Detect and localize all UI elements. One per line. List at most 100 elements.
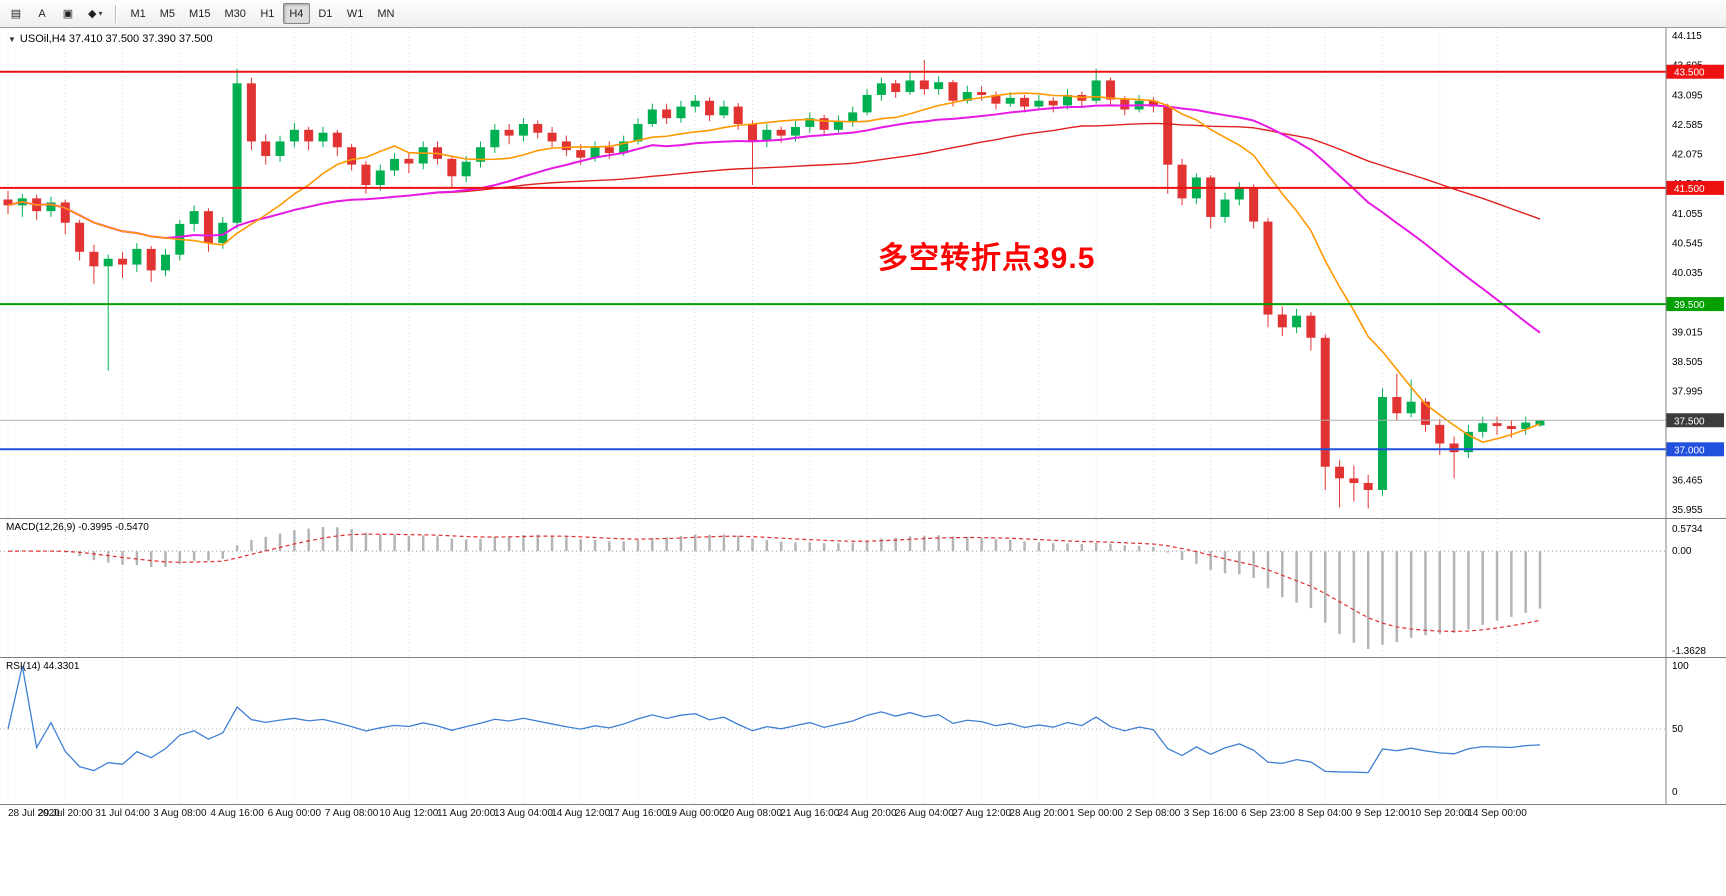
- candle-body: [790, 126, 800, 136]
- shapes-tool-button[interactable]: ◆ ▾: [82, 3, 108, 24]
- timeframe-m15-button[interactable]: M15: [183, 3, 216, 24]
- ma-mid-line: [7, 104, 1541, 334]
- candle-body: [1320, 337, 1330, 467]
- candle-body: [89, 251, 99, 267]
- candle-body: [1120, 99, 1130, 110]
- candle-body: [475, 147, 485, 162]
- time-label: 11 Aug 20:00: [437, 808, 496, 819]
- candle-body: [819, 118, 829, 130]
- candle-body: [633, 124, 643, 142]
- candle-body: [1263, 221, 1273, 315]
- candle-body: [1220, 199, 1230, 217]
- candle-body: [1378, 397, 1388, 490]
- candle-body: [905, 80, 915, 93]
- time-label: 28 Jul 2020: [8, 808, 60, 819]
- macd-axis-min: -1.3628: [1672, 646, 1706, 657]
- level-tag-37.000: [1666, 442, 1724, 457]
- candle-body: [232, 83, 242, 223]
- candle-body: [948, 82, 958, 101]
- candle-body: [1277, 314, 1287, 328]
- candle-body: [1463, 431, 1473, 453]
- text-label-tool-button[interactable]: ▣: [56, 3, 80, 24]
- macd-histogram: [21, 527, 1542, 649]
- dropdown-icon: ▼: [8, 34, 16, 44]
- macd-chart[interactable]: 0.5734 0.00 -1.3628: [0, 519, 1726, 657]
- price-axis-label: 42.585: [1672, 120, 1703, 131]
- candle-body: [1206, 177, 1216, 217]
- rsi-panel: 100 50 0 RSI(14) 44.3301: [0, 657, 1726, 804]
- candle-body: [490, 129, 500, 148]
- candle-body: [1177, 164, 1187, 199]
- candle-body: [1492, 423, 1502, 427]
- candle-body: [604, 147, 614, 154]
- shapes-tool-icon: ◆: [88, 8, 97, 20]
- candle-body: [1535, 420, 1545, 426]
- candle-body: [1420, 401, 1430, 425]
- candle-body: [118, 258, 128, 265]
- time-label: 7 Aug 08:00: [324, 808, 379, 819]
- ma-fast-line: [7, 92, 1541, 443]
- candle-body: [1148, 100, 1158, 107]
- price-axis-label: 39.015: [1672, 327, 1703, 338]
- candle-body: [805, 118, 815, 127]
- timeframe-h1-button[interactable]: H1: [254, 3, 281, 24]
- candle-body: [977, 92, 987, 95]
- symbol-info[interactable]: ▼ USOil,H4 37.410 37.500 37.390 37.500: [8, 33, 213, 45]
- candle-body: [418, 147, 428, 164]
- chart-annotation: 多空转折点39.5: [878, 242, 1096, 275]
- bid-price-tag: [1666, 413, 1724, 428]
- rsi-axis-0: 0: [1672, 787, 1678, 798]
- candle-body: [1449, 443, 1459, 453]
- chart-bars-tool-button[interactable]: ▤: [4, 3, 28, 24]
- candle-body: [1048, 100, 1058, 106]
- timeframe-d1-button[interactable]: D1: [312, 3, 339, 24]
- candle-body: [561, 141, 571, 151]
- candle-body: [1349, 478, 1359, 483]
- price-axis-label: 43.095: [1672, 90, 1703, 101]
- candle-body: [60, 202, 70, 223]
- time-label: 13 Aug 04:00: [493, 808, 553, 819]
- timeframe-w1-button[interactable]: W1: [341, 3, 370, 24]
- level-tag-41.500: [1666, 180, 1724, 195]
- dropdown-caret-icon: ▾: [98, 9, 103, 18]
- timeframe-m30-button[interactable]: M30: [218, 3, 251, 24]
- time-label: 17 Aug 16:00: [608, 808, 668, 819]
- text-tool-button[interactable]: A: [30, 3, 54, 24]
- candle-body: [1506, 426, 1516, 429]
- timeframe-m5-button[interactable]: M5: [154, 3, 181, 24]
- candle-body: [390, 158, 400, 171]
- candle-body: [404, 158, 414, 164]
- candle-body: [3, 199, 13, 206]
- candle-body: [332, 132, 342, 148]
- time-label: 28 Aug 20:00: [1009, 808, 1069, 819]
- timeframe-group: M1 M5 M15 M30 H1 H4 D1 W1 MN: [124, 3, 400, 24]
- candle-body: [261, 141, 271, 156]
- window-filler: [0, 823, 1726, 896]
- candle-body: [189, 211, 199, 224]
- timeframe-m1-button[interactable]: M1: [124, 3, 151, 24]
- candle-body: [533, 124, 543, 133]
- grid-lines: [7, 28, 1498, 518]
- toolbar-separator: [115, 4, 118, 23]
- candle-body: [289, 129, 299, 142]
- level-tag-label: 39.500: [1674, 300, 1705, 311]
- time-label: 31 Jul 04:00: [95, 808, 150, 819]
- price-axis-label: 41.055: [1672, 209, 1703, 220]
- timeframe-h4-button[interactable]: H4: [282, 3, 310, 24]
- price-axis-label: 37.995: [1672, 387, 1703, 398]
- candle-body: [776, 129, 786, 136]
- candle-body: [1034, 100, 1044, 107]
- rsi-chart[interactable]: 100 50 0: [0, 658, 1726, 804]
- price-chart[interactable]: 44.11543.60543.09542.58542.07541.56541.0…: [0, 28, 1726, 518]
- candle-body: [833, 121, 843, 130]
- candle-body: [203, 211, 213, 244]
- candle-body: [619, 141, 629, 154]
- timeframe-mn-button[interactable]: MN: [371, 3, 400, 24]
- time-label: 9 Sep 12:00: [1355, 808, 1410, 819]
- time-label: 21 Aug 16:00: [780, 808, 840, 819]
- grid-lines: [7, 658, 1498, 804]
- candle-body: [1521, 422, 1531, 429]
- level-tag-43.500: [1666, 64, 1724, 79]
- time-axis[interactable]: 28 Jul 2020 29 Jul 20:00 31 Jul 04:00 3 Aug…: [0, 804, 1726, 823]
